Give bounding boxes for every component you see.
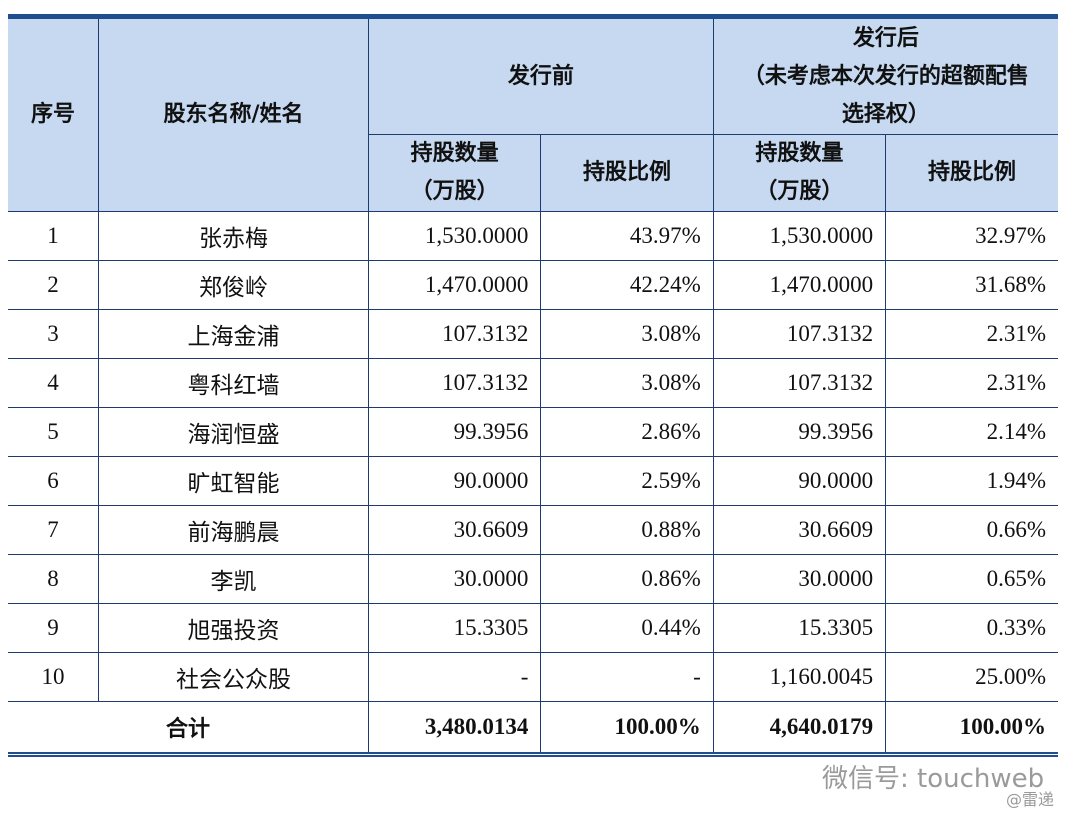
shares-after: 15.3305: [712, 603, 887, 653]
pct-after: 25.00%: [885, 652, 1058, 702]
table-row: 8 李凯 30.0000 0.86% 30.0000 0.65%: [8, 554, 1058, 604]
row-seq: 8: [8, 554, 99, 604]
table-row: 1 张赤梅 1,530.0000 43.97% 1,530.0000 32.97%: [8, 211, 1058, 261]
total-label: 合计: [8, 701, 369, 755]
table-row: 4 粤科红墙 107.3132 3.08% 107.3132 2.31%: [8, 358, 1058, 408]
pct-before: 0.88%: [540, 505, 714, 555]
total-value: 3,480.0134: [367, 701, 542, 755]
header-seq: 序号: [8, 16, 99, 212]
header-after-title: 发行后: [852, 25, 919, 51]
table-body: 1 张赤梅 1,530.0000 43.97% 1,530.0000 32.97% 2 郑俊岭…: [8, 211, 1058, 702]
shares-before: 107.3132: [367, 358, 542, 408]
row-name: 张赤梅: [98, 211, 369, 261]
total-value: 100.00%: [885, 701, 1058, 755]
pct-before: 3.08%: [540, 358, 714, 408]
row-seq: 4: [8, 358, 99, 408]
row-seq: 6: [8, 456, 99, 506]
shares-before: -: [367, 652, 542, 702]
row-name: 前海鹏晨: [98, 505, 369, 555]
row-seq: 1: [8, 211, 99, 261]
pct-before: 2.86%: [540, 407, 714, 457]
shares-after: 99.3956: [712, 407, 887, 457]
row-seq: 7: [8, 505, 99, 555]
table-row: 5 海润恒盛 99.3956 2.86% 99.3956 2.14%: [8, 407, 1058, 457]
shares-after: 30.6609: [712, 505, 887, 555]
shares-before: 15.3305: [367, 603, 542, 653]
shares-before: 90.0000: [367, 456, 542, 506]
shares-after: 1,160.0045: [712, 652, 887, 702]
table-row: 10 社会公众股 - -1,160.0045 25.00%: [8, 652, 1058, 702]
header-before: 发行前: [368, 16, 714, 135]
header-name: 股东名称/姓名: [98, 16, 369, 212]
header-shares-text: 持股数量（万股）: [410, 141, 499, 204]
watermark-source: @雷递: [1006, 790, 1055, 809]
table-row: 9 旭强投资 15.3305 0.44% 15.3305 0.33%: [8, 603, 1058, 653]
shares-after: 1,530.0000: [712, 211, 887, 261]
total-value: 4,640.0179: [712, 701, 887, 755]
table-row: 7 前海鹏晨 30.6609 0.88% 30.6609 0.66%: [8, 505, 1058, 555]
row-name: 旭强投资: [98, 603, 369, 653]
row-name: 粤科红墙: [98, 358, 369, 408]
row-seq: 3: [8, 309, 99, 359]
total-row: 合计 3,480.0134 100.00% 4,640.0179 100.00%: [8, 701, 1058, 755]
pct-after: 31.68%: [885, 260, 1058, 310]
row-name: 社会公众股: [98, 652, 369, 702]
pct-after: 2.31%: [885, 309, 1058, 359]
shares-before: 1,470.0000: [367, 260, 542, 310]
shareholder-table: 序号 股东名称/姓名 发行前 发行后 （未考虑本次发行的超额配售选择权） 持股数量…: [8, 14, 1058, 757]
table-row: 3 上海金浦 107.3132 3.08% 107.3132 2.31%: [8, 309, 1058, 359]
pct-before: -: [540, 652, 714, 702]
header-shares-after-text: 持股数量（万股）: [755, 141, 844, 204]
pct-before: 2.59%: [540, 456, 714, 506]
row-seq: 2: [8, 260, 99, 310]
row-name: 上海金浦: [98, 309, 369, 359]
pct-before: 43.97%: [540, 211, 714, 261]
row-name: 李凯: [98, 554, 369, 604]
pct-after: 1.94%: [885, 456, 1058, 506]
row-seq: 9: [8, 603, 99, 653]
header-shares: 持股数量（万股）: [367, 134, 542, 212]
pct-before: 0.86%: [540, 554, 714, 604]
pct-after: 2.31%: [885, 358, 1058, 408]
shares-after: 90.0000: [712, 456, 887, 506]
shares-after: 107.3132: [712, 309, 887, 359]
pct-before: 42.24%: [540, 260, 714, 310]
pct-after: 32.97%: [885, 211, 1058, 261]
shares-before: 107.3132: [367, 309, 542, 359]
total-value: 100.00%: [540, 701, 714, 755]
row-seq: 10: [8, 652, 99, 702]
shares-after: 1,470.0000: [712, 260, 887, 310]
pct-after: 0.66%: [885, 505, 1058, 555]
row-name: 旷虹智能: [98, 456, 369, 506]
table-row: 2 郑俊岭 1,470.0000 42.24% 1,470.0000 31.68%: [8, 260, 1058, 310]
header-pct: 持股比例: [540, 134, 714, 212]
shares-before: 30.6609: [367, 505, 542, 555]
shares-after: 30.0000: [712, 554, 887, 604]
header-pct-after: 持股比例: [885, 134, 1058, 212]
row-name: 郑俊岭: [98, 260, 369, 310]
shares-before: 30.0000: [367, 554, 542, 604]
table-row: 6 旷虹智能 90.0000 2.59% 90.0000 1.94%: [8, 456, 1058, 506]
row-name: 海润恒盛: [98, 407, 369, 457]
row-seq: 5: [8, 407, 99, 457]
pct-after: 0.33%: [885, 603, 1058, 653]
header-after-note: （未考虑本次发行的超额配售选择权）: [742, 63, 1029, 127]
header-shares-after: 持股数量（万股）: [712, 134, 887, 212]
pct-after: 0.65%: [885, 554, 1058, 604]
header-after: 发行后 （未考虑本次发行的超额配售选择权）: [712, 16, 1058, 135]
pct-before: 3.08%: [540, 309, 714, 359]
shares-after: 107.3132: [712, 358, 887, 408]
shares-before: 99.3956: [367, 407, 542, 457]
watermark-account: 微信号: touchweb: [822, 764, 1045, 794]
pct-before: 0.44%: [540, 603, 714, 653]
shares-before: 1,530.0000: [367, 211, 542, 261]
pct-after: 2.14%: [885, 407, 1058, 457]
